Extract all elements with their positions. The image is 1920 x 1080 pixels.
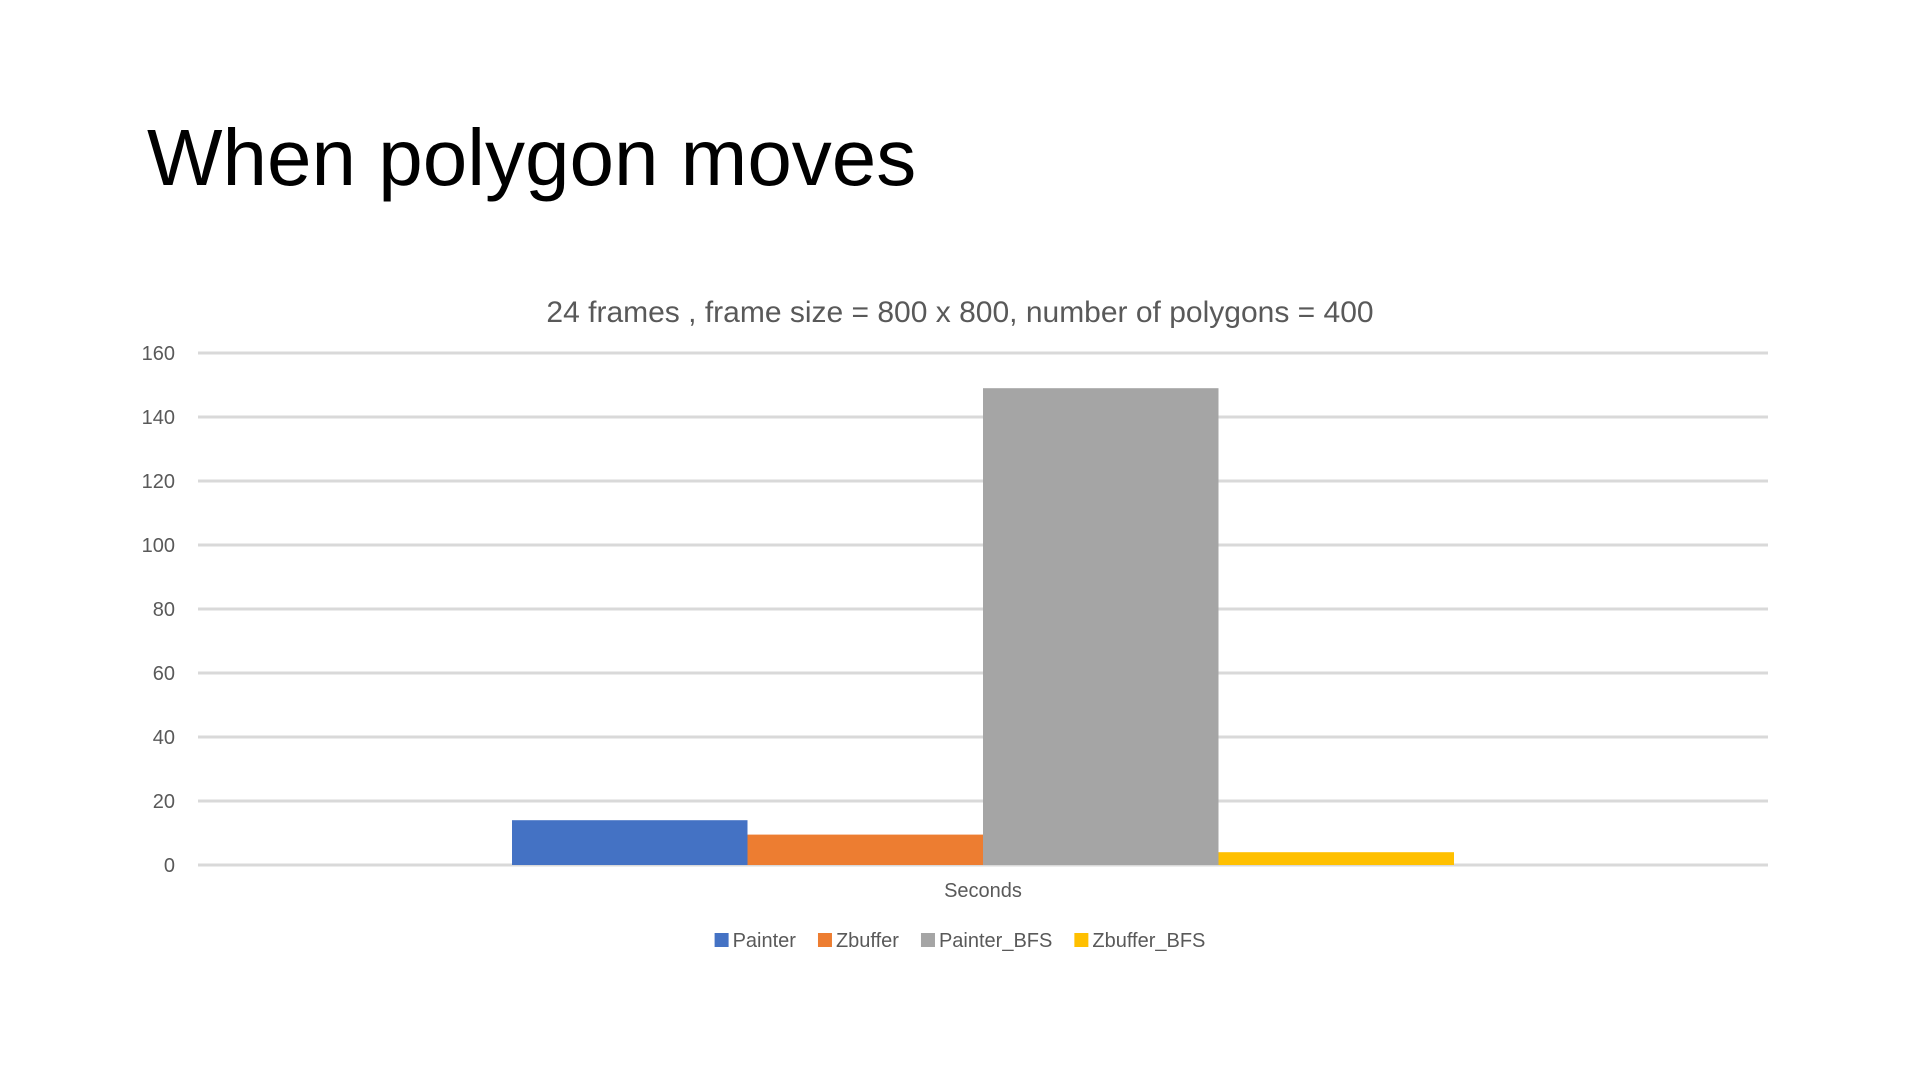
y-tick-label: 20: [153, 791, 175, 813]
y-tick-label: 60: [153, 663, 175, 685]
y-tick-label: 100: [142, 535, 175, 557]
legend-swatch: [920, 933, 935, 947]
y-tick-label: 80: [153, 599, 175, 621]
legend: Painter Zbuffer Painter_BFS Zbuffer_BFS: [714, 930, 1205, 952]
y-tick-label: 40: [153, 727, 175, 749]
y-tick-label: 120: [142, 471, 175, 493]
x-axis-categories: Seconds: [944, 880, 1022, 902]
legend-swatch: [1074, 933, 1089, 947]
y-tick-label: 140: [142, 407, 175, 429]
slide-title: When polygon moves: [147, 113, 917, 202]
bars: [512, 388, 1454, 865]
chart-title: 24 frames , frame size = 800 x 800, numb…: [546, 296, 1373, 329]
bar-zbuffer: [747, 834, 983, 865]
x-category-label: Seconds: [944, 880, 1022, 902]
y-axis-ticks: 0 20 40 60 80 100 120 140 160: [142, 343, 175, 877]
bar-painter: [512, 820, 748, 865]
legend-label: Zbuffer_BFS: [1092, 930, 1205, 952]
legend-label: Zbuffer: [836, 930, 899, 952]
legend-swatch: [714, 933, 729, 947]
legend-swatch: [817, 933, 832, 947]
legend-item: Painter_BFS: [920, 930, 1052, 952]
y-tick-label: 160: [142, 343, 175, 365]
y-tick-label: 0: [164, 855, 175, 877]
legend-item: Painter: [714, 930, 797, 952]
legend-label: Painter_BFS: [939, 930, 1052, 952]
bar-zbuffer_bfs: [1218, 852, 1454, 865]
legend-label: Painter: [733, 930, 797, 952]
legend-item: Zbuffer: [817, 930, 899, 952]
legend-item: Zbuffer_BFS: [1074, 930, 1205, 952]
bar-painter_bfs: [983, 388, 1219, 865]
